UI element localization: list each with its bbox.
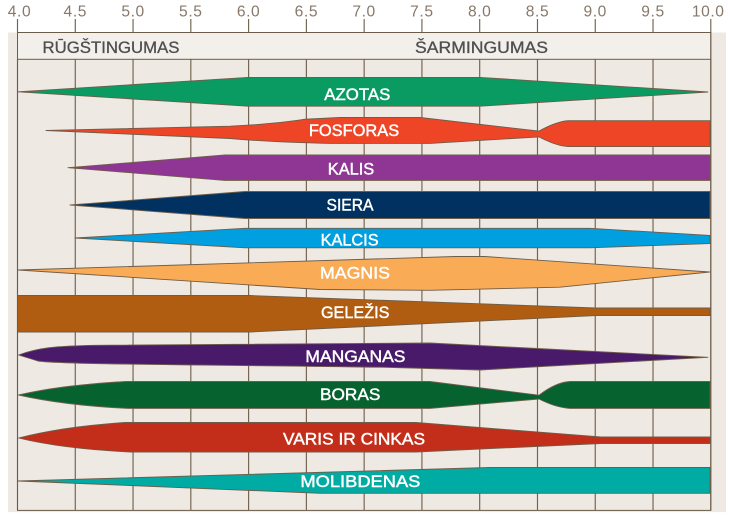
svg-text:6.0: 6.0 (237, 3, 260, 20)
svg-text:AZOTAS: AZOTAS (324, 85, 390, 104)
svg-text:FOSFORAS: FOSFORAS (309, 121, 399, 140)
svg-text:5.0: 5.0 (121, 3, 144, 20)
svg-text:8.5: 8.5 (526, 3, 549, 20)
svg-text:ŠARMINGUMAS: ŠARMINGUMAS (415, 38, 548, 57)
svg-text:5.5: 5.5 (179, 3, 202, 20)
svg-text:GELEŽIS: GELEŽIS (321, 303, 390, 322)
svg-text:4.5: 4.5 (64, 3, 87, 20)
svg-text:6.5: 6.5 (295, 3, 318, 20)
svg-text:7.0: 7.0 (352, 3, 375, 20)
svg-text:KALIS: KALIS (328, 160, 375, 179)
svg-text:RŪGŠTINGUMAS: RŪGŠTINGUMAS (43, 38, 180, 57)
svg-text:SIERA: SIERA (327, 196, 375, 215)
svg-text:MAGNIS: MAGNIS (320, 264, 390, 283)
svg-text:MANGANAS: MANGANAS (305, 347, 405, 366)
svg-text:VARIS IR CINKAS: VARIS IR CINKAS (283, 430, 425, 449)
svg-text:9.0: 9.0 (583, 3, 606, 20)
svg-text:MOLIBDENAS: MOLIBDENAS (300, 472, 420, 491)
svg-text:8.0: 8.0 (468, 3, 491, 20)
svg-text:10.0: 10.0 (692, 3, 725, 20)
svg-text:7.5: 7.5 (410, 3, 433, 20)
svg-text:4.0: 4.0 (8, 3, 31, 20)
svg-text:KALCIS: KALCIS (321, 230, 379, 249)
svg-text:BORAS: BORAS (320, 385, 380, 404)
svg-text:9.5: 9.5 (641, 3, 664, 20)
